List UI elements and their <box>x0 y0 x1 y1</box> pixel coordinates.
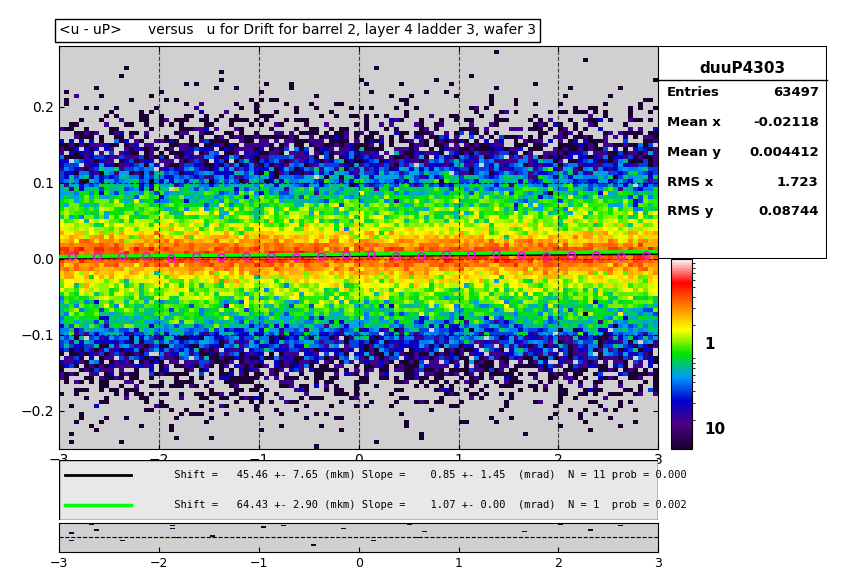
Text: 0.08744: 0.08744 <box>758 205 819 218</box>
Text: RMS x: RMS x <box>667 175 713 189</box>
Text: 10: 10 <box>705 422 726 437</box>
Text: 0.004412: 0.004412 <box>749 146 819 159</box>
Text: Shift =   64.43 +- 2.90 (mkm) Slope =    1.07 +- 0.00  (mrad)  N = 1  prob = 0.0: Shift = 64.43 +- 2.90 (mkm) Slope = 1.07… <box>143 500 687 510</box>
Text: 1: 1 <box>705 336 715 352</box>
Text: -0.02118: -0.02118 <box>753 116 819 129</box>
Text: 63497: 63497 <box>772 86 819 99</box>
Text: RMS y: RMS y <box>667 205 713 218</box>
Text: Entries: Entries <box>667 86 720 99</box>
Text: 1.723: 1.723 <box>777 175 819 189</box>
Text: Mean x: Mean x <box>667 116 721 129</box>
Text: duuP4303: duuP4303 <box>700 61 786 76</box>
Text: Shift =   45.46 +- 7.65 (mkm) Slope =    0.85 +- 1.45  (mrad)  N = 11 prob = 0.0: Shift = 45.46 +- 7.65 (mkm) Slope = 0.85… <box>143 470 687 480</box>
X-axis label: ../Pass49_TpcSsd_QPlotsG40GNFP25rCut0.5cm.root: ../Pass49_TpcSsd_QPlotsG40GNFP25rCut0.5c… <box>197 474 520 487</box>
Text: Mean y: Mean y <box>667 146 721 159</box>
Text: <u - uP>      versus   u for Drift for barrel 2, layer 4 ladder 3, wafer 3: <u - uP> versus u for Drift for barrel 2… <box>59 24 536 37</box>
